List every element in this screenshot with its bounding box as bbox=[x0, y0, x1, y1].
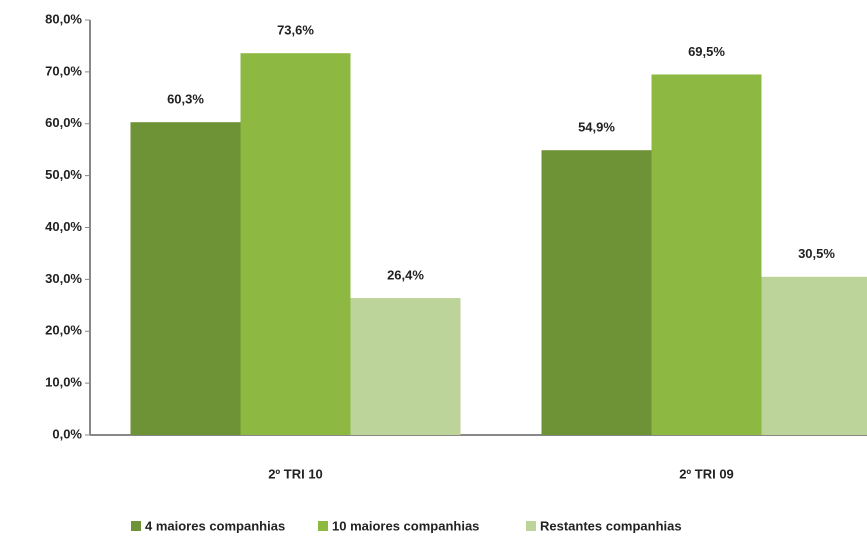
value-label: 69,5% bbox=[688, 44, 725, 59]
value-label: 54,9% bbox=[578, 120, 615, 135]
y-tick-label: 70,0% bbox=[45, 63, 82, 78]
y-tick-label: 0,0% bbox=[52, 426, 82, 441]
legend-label: 10 maiores companhias bbox=[332, 518, 479, 533]
legend-swatch bbox=[526, 521, 536, 531]
bar bbox=[541, 150, 652, 436]
bar bbox=[761, 276, 867, 435]
y-tick-label: 60,0% bbox=[45, 115, 82, 130]
y-tick-label: 20,0% bbox=[45, 323, 82, 338]
x-tick-label: 2º TRI 10 bbox=[268, 466, 323, 481]
value-label: 73,6% bbox=[277, 23, 314, 38]
bar bbox=[350, 298, 461, 435]
value-label: 26,4% bbox=[387, 267, 424, 282]
y-tick-label: 50,0% bbox=[45, 167, 82, 182]
bar bbox=[240, 53, 351, 435]
legend-label: 4 maiores companhias bbox=[145, 518, 285, 533]
y-tick-label: 80,0% bbox=[45, 11, 82, 26]
value-label: 30,5% bbox=[798, 246, 835, 261]
value-label: 60,3% bbox=[167, 92, 204, 107]
legend-swatch bbox=[131, 521, 141, 531]
y-tick-label: 40,0% bbox=[45, 219, 82, 234]
legend-swatch bbox=[318, 521, 328, 531]
legend-label: Restantes companhias bbox=[540, 518, 682, 533]
bar bbox=[651, 74, 762, 435]
y-tick-label: 30,0% bbox=[45, 271, 82, 286]
y-tick-label: 10,0% bbox=[45, 375, 82, 390]
x-tick-label: 2º TRI 09 bbox=[679, 466, 734, 481]
bar bbox=[130, 122, 241, 435]
